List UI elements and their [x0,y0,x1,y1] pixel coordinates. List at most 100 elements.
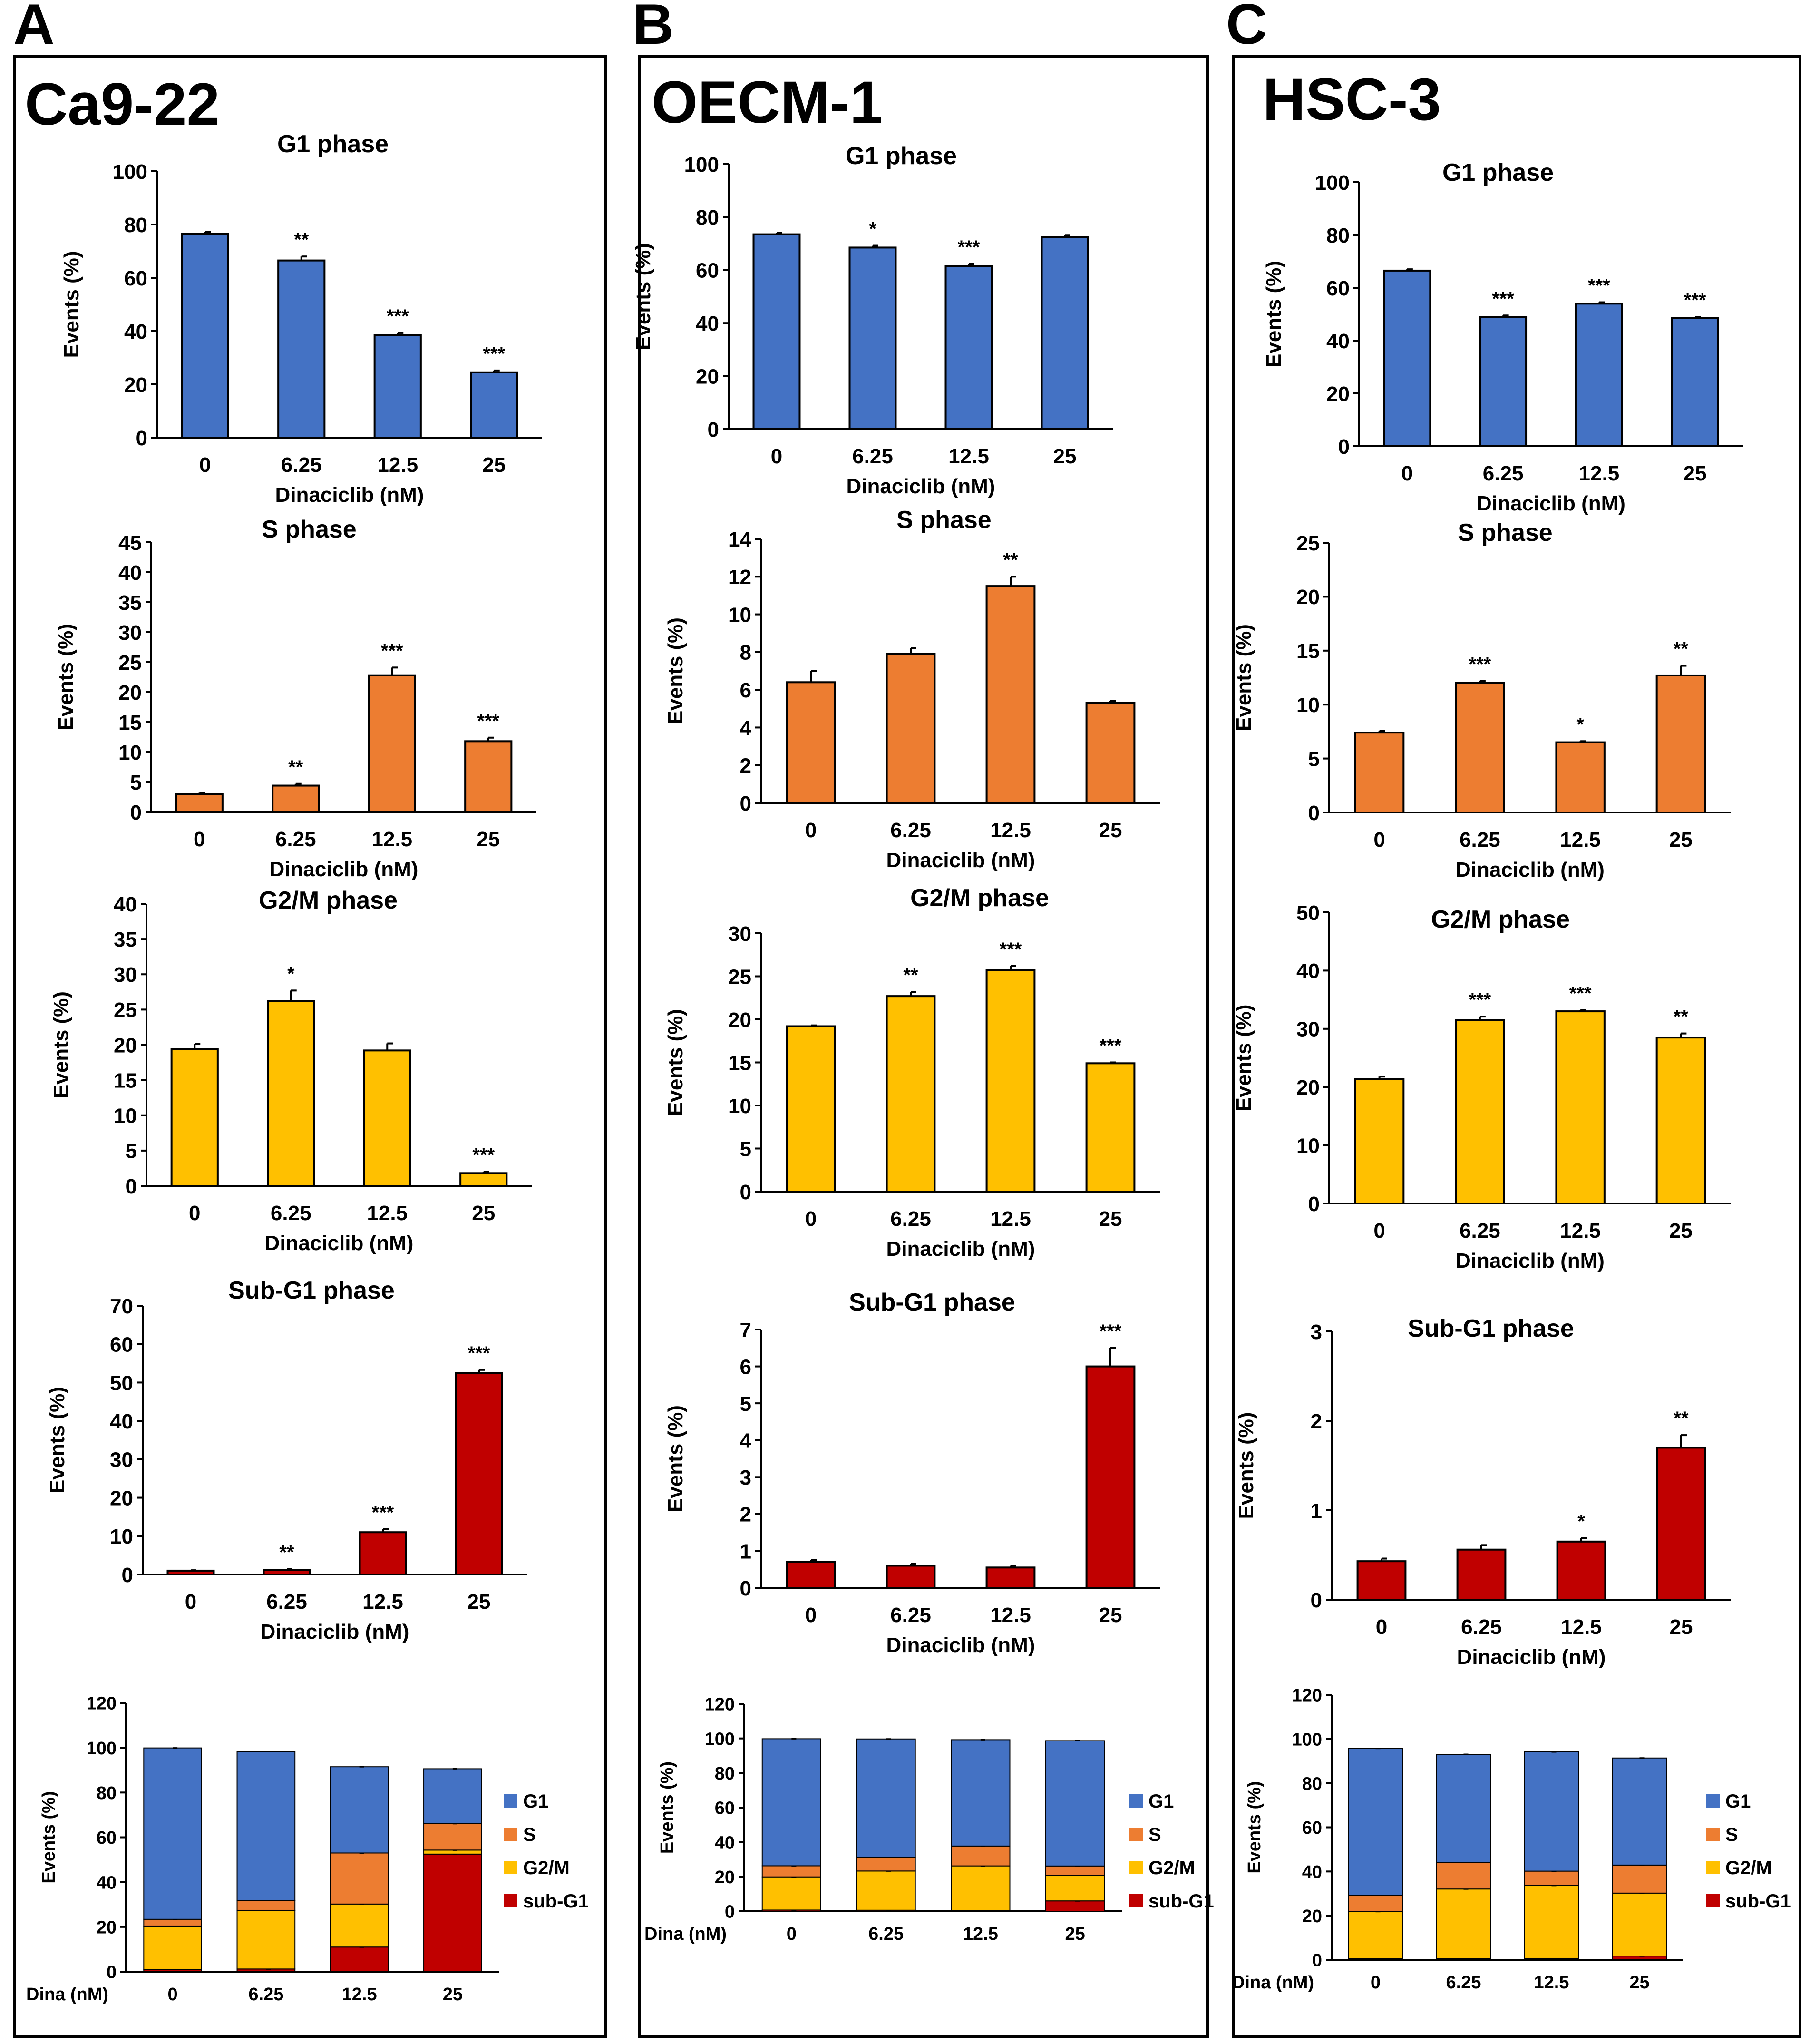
y-tick-label: 100 [705,1729,735,1749]
bar [175,793,224,813]
significance-label: *** [483,343,505,364]
x-tick-label: 6.25 [890,1604,931,1627]
y-tick-label: 10 [114,1105,137,1128]
x-tick-label: 12.5 [1560,828,1601,851]
y-tick-label: 40 [696,312,719,335]
x-axis-label: Dinaciclib (nM) [270,858,418,881]
x-tick-label: 6.25 [1446,1973,1481,1993]
stacked-segment [1348,1911,1403,1960]
bar [470,371,518,439]
y-tick-label: 20 [97,1918,117,1938]
significance-label: ** [903,965,918,986]
y-tick-label: 10 [728,603,751,626]
y-tick-label: 0 [725,1902,735,1922]
stacked-segment [856,1870,916,1911]
stacked-segment [761,1865,821,1878]
x-tick-label: 25 [467,1590,491,1614]
y-tick-label: 30 [114,963,137,987]
legend-label: S [1725,1824,1738,1845]
y-tick-label: 80 [715,1764,735,1784]
stacked-segment [951,1845,1011,1867]
y-tick-label: 35 [118,591,142,615]
legend-label: S [1148,1824,1161,1845]
y-tick-label: 45 [118,531,142,555]
y-tick-label: 20 [1296,586,1320,609]
y-axis-label: Events (%) [60,251,83,358]
x-tick-label: 0 [168,1985,178,2005]
y-tick-label: 0 [1312,1951,1322,1971]
y-tick-label: 0 [130,801,142,824]
y-tick-label: 25 [118,651,142,675]
y-tick-label: 20 [728,1008,751,1032]
chart-title: G1 phase [1442,159,1554,186]
bar [455,1372,503,1575]
y-tick-label: 120 [705,1695,735,1715]
significance-label: * [1576,714,1584,735]
bar [267,1000,315,1187]
x-tick-label: 25 [477,828,500,851]
x-tick-label: 0 [194,828,205,851]
x-tick-label: 12.5 [1534,1973,1569,1993]
x-axis-label: Dina (nM) [1232,1973,1314,1993]
y-tick-label: 0 [1308,1193,1320,1216]
legend-swatch [504,1894,517,1907]
significance-label: *** [1684,290,1706,311]
legend-swatch [1129,1894,1143,1907]
legend-swatch [504,1861,517,1874]
x-tick-label: 0 [1401,462,1413,485]
y-tick-label: 100 [113,160,147,184]
stacked-segment [1612,1757,1667,1866]
stacked-segment [330,1903,389,1948]
chart-title: S phase [262,516,356,543]
y-tick-label: 60 [1326,277,1350,300]
y-tick-label: 30 [1296,1018,1320,1041]
y-tick-label: 20 [1296,1076,1320,1099]
y-axis-label: Events (%) [49,991,73,1098]
legend-swatch [1706,1828,1720,1841]
bar [985,969,1036,1193]
legend-label: sub-G1 [1148,1891,1214,1912]
significance-label: *** [1000,939,1022,960]
y-tick-label: 20 [110,1487,133,1510]
x-tick-label: 6.25 [1483,462,1524,485]
x-tick-label: 25 [443,1985,463,2005]
chart-title: G2/M phase [259,887,398,914]
chart-c-14: 0 20 40 60 80 100 120 Events (%) 0 6.25 12.5 25 Dina… [1232,1686,1791,1993]
x-axis-label: Dinaciclib (nM) [1456,858,1605,881]
y-tick-label: 4 [740,1429,752,1453]
panel-b-cell-line: OECM-1 [652,69,883,136]
legend-swatch [1129,1794,1143,1808]
significance-label: *** [472,1144,495,1165]
x-axis-label: Dinaciclib (nM) [265,1232,414,1255]
x-tick-label: 25 [1053,445,1077,468]
stacked-segment [1045,1865,1105,1876]
y-axis-label: Events (%) [54,624,78,731]
bar [985,585,1036,804]
bar [1455,682,1505,813]
bar [1085,1062,1136,1193]
stacked-segment [236,1900,296,1911]
significance-label: *** [387,306,409,327]
chart-title: G2/M phase [1431,906,1570,933]
bar [752,233,801,430]
y-axis-label: Events (%) [1235,1412,1258,1519]
y-tick-label: 30 [118,621,142,645]
y-tick-label: 0 [1311,1589,1322,1612]
significance-label: *** [1469,654,1491,675]
chart-title: G1 phase [846,142,957,170]
bar [1354,1078,1405,1204]
stacked-segment [423,1853,482,1972]
bar [886,653,936,804]
y-tick-label: 80 [1302,1774,1322,1794]
x-tick-label: 12.5 [371,828,412,851]
panel-a-frame [13,55,607,2038]
significance-label: * [869,219,876,240]
y-tick-label: 2 [740,754,751,778]
y-tick-label: 12 [728,566,751,589]
y-tick-label: 14 [728,528,751,551]
x-tick-label: 25 [472,1202,495,1225]
y-tick-label: 2 [1311,1410,1322,1433]
bar [1655,1037,1706,1204]
x-axis-label: Dinaciclib (nM) [275,483,424,507]
legend-label: G1 [523,1791,548,1812]
